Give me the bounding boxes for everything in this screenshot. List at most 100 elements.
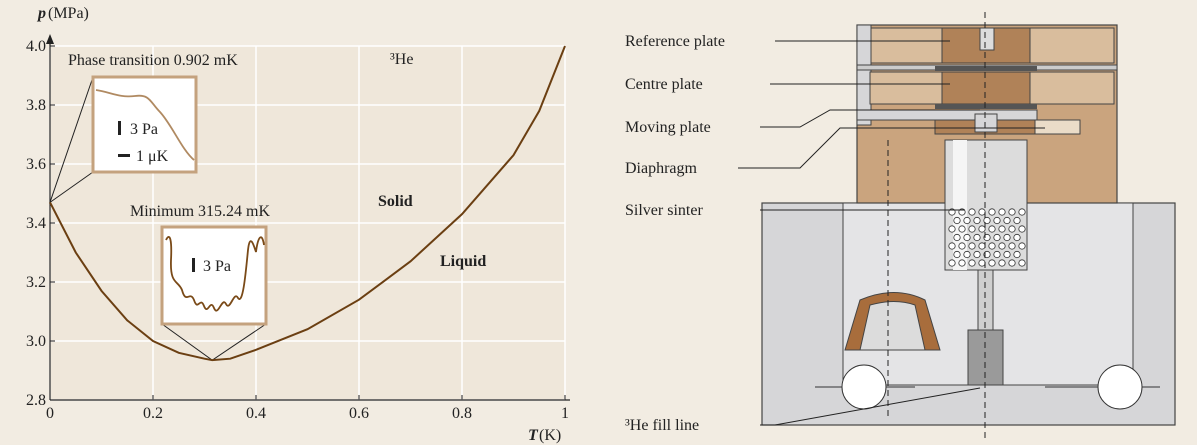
chart: 0 0.2 0.4 0.6 0.8 1 2.8 3.0 3.2 3.4 3.6 3.8 4.0 p (MPa… [26,5,570,444]
sinter-grain [963,233,971,242]
screw [979,27,995,51]
centre-center [941,71,1031,105]
sinter-grain [1013,233,1021,242]
cutaway-inner [859,301,926,351]
label: Silver sinter [625,202,703,219]
scale-bar [118,121,121,135]
sinter-grain [988,225,996,233]
sinter-grain [973,216,981,225]
label: Diaphragm [625,160,698,177]
label: Moving plate [625,119,711,136]
sinter-grain [958,242,966,250]
sinter-grain [963,250,971,259]
axis-arrow [46,34,54,44]
x-tick-label: 0.2 [143,405,163,422]
sinter-grain [1013,250,1021,259]
y-tick-label: 3.6 [26,156,46,173]
x-tick-label: 1 [561,405,569,422]
sinter-grain [953,216,961,225]
diagram: Reference plate Centre plate Moving plat… [625,12,1176,440]
sinter-grain [998,242,1006,250]
sinter-grain [993,233,1001,242]
bracket-arm [856,109,1038,121]
y-tick-label: 3.8 [26,97,46,114]
sinter-grain [993,250,1001,259]
sinter-grain [998,208,1006,216]
hole [841,364,887,410]
sinter-grain [993,216,1001,225]
seal [935,104,1037,109]
inset-curve [165,236,265,312]
sinter-grain [1008,208,1016,216]
y-label-unit: (MPa) [48,5,89,22]
diaphragm [1034,119,1081,135]
annotation: Solid [378,193,413,210]
x-tick-label: 0.6 [349,405,369,422]
sinter-grain [978,225,986,233]
y-tick-label: 3.2 [26,274,46,291]
annotation: Minimum 315.24 mK [130,203,270,220]
sinter-grain [968,259,976,267]
sinter-grain [988,259,996,267]
label: Reference plate [625,33,725,50]
y-tick-label: 2.8 [26,392,46,409]
inset-label: 3 Pa [203,258,231,275]
sinter-grain [948,259,956,267]
sinter-grain [958,225,966,233]
scale-bar [118,154,130,157]
hole [1097,364,1143,410]
inset-curve [95,89,195,161]
x-tick-label: 0 [46,405,54,422]
sinter-grain [998,259,1006,267]
sinter-grain [998,225,1006,233]
y-tick-label: 3.0 [26,333,46,350]
y-tick-label: 4.0 [26,38,46,55]
annotation: Phase transition 0.902 mK [68,52,238,69]
sinter-grain [968,242,976,250]
sinter-grain [978,208,986,216]
sinter-grain [953,233,961,242]
plug [974,113,998,133]
sinter-grain [978,242,986,250]
sinter-grain [968,225,976,233]
sinter-grain [973,233,981,242]
x-tick-label: 0.4 [246,405,266,422]
sinter-grain [1008,225,1016,233]
label: ³He fill line [625,417,699,434]
x-tick-label: 0.8 [452,405,472,422]
sinter-grain [1018,242,1026,250]
sinter-grain [948,242,956,250]
sinter-grain [988,208,996,216]
sinter-grain [1018,225,1026,233]
sinter-grain [973,250,981,259]
silver-sinter [948,208,1026,267]
inset-label: 3 Pa [130,121,158,138]
y-label-symbol: p [36,5,46,22]
label: Centre plate [625,76,703,93]
sinter-grain [1003,216,1011,225]
seal [935,66,1037,71]
inset-label: 1 μK [136,148,169,165]
sinter-grain [1018,259,1026,267]
sinter-grain [968,208,976,216]
sinter-grain [1018,208,1026,216]
leaders [738,40,1045,426]
sinter-grain [1003,250,1011,259]
highlight [953,140,967,270]
sinter-grain [1003,233,1011,242]
y-tick-label: 3.4 [26,215,46,232]
sinter-grain [958,259,966,267]
sinter-grain [953,250,961,259]
sinter-grain [1008,242,1016,250]
x-label-symbol: T [528,427,539,444]
sinter-grain [963,216,971,225]
sinter-grain [948,225,956,233]
curve [49,45,566,362]
annotation: Liquid [440,253,486,270]
annotation: ³He [390,51,413,68]
sinter-grain [1013,216,1021,225]
sinter-grain [1008,259,1016,267]
sinter-grain [978,259,986,267]
x-label-unit: (K) [539,427,561,444]
